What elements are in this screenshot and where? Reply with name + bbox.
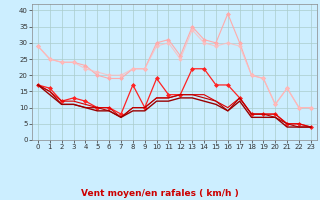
Text: Vent moyen/en rafales ( km/h ): Vent moyen/en rafales ( km/h ) (81, 189, 239, 198)
